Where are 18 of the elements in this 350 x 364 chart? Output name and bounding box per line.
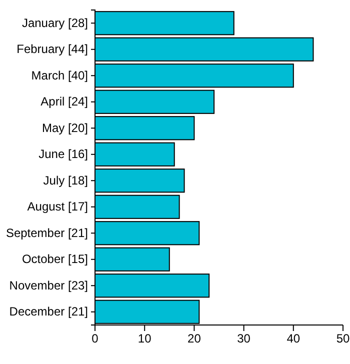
y-tick-label: April [24] xyxy=(40,94,88,109)
x-tick-label: 20 xyxy=(188,332,202,346)
y-tick-label: May [20] xyxy=(42,120,88,135)
x-tick-label: 50 xyxy=(336,332,350,346)
y-tick-label: September [21] xyxy=(6,226,88,240)
y-tick-label: November [23] xyxy=(9,278,88,292)
y-tick-label: March [40] xyxy=(31,68,88,82)
x-tick-label: 10 xyxy=(138,332,152,346)
x-tick-label: 0 xyxy=(92,332,99,346)
y-tick-label: July [18] xyxy=(43,173,88,188)
y-tick-label: October [15] xyxy=(22,252,88,266)
y-tick-label: December [21] xyxy=(9,304,88,319)
y-tick-label: August [17] xyxy=(27,200,88,214)
y-tick-label: June [16] xyxy=(38,147,88,162)
y-tick-label: February [44] xyxy=(16,42,88,56)
x-tick-label: 30 xyxy=(237,332,251,346)
y-tick-label: January [28] xyxy=(22,16,88,30)
x-tick-label: 40 xyxy=(286,332,300,346)
